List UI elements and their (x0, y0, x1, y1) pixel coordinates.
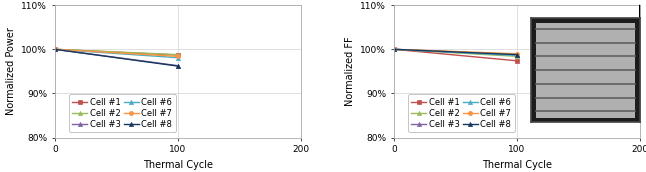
X-axis label: Thermal Cycle: Thermal Cycle (143, 160, 213, 170)
Y-axis label: Normalized FF: Normalized FF (345, 37, 355, 106)
Legend: Cell #1, Cell #2, Cell #3, Cell #6, Cell #7, Cell #8: Cell #1, Cell #2, Cell #3, Cell #6, Cell… (69, 94, 176, 132)
Y-axis label: Normalized Power: Normalized Power (6, 28, 16, 115)
Legend: Cell #1, Cell #2, Cell #3, Cell #6, Cell #7, Cell #8: Cell #1, Cell #2, Cell #3, Cell #6, Cell… (408, 94, 515, 132)
X-axis label: Thermal Cycle: Thermal Cycle (482, 160, 552, 170)
